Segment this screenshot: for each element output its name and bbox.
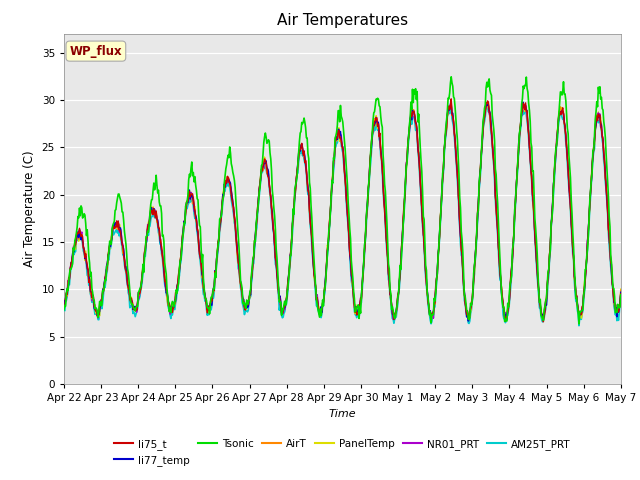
li75_t [540, 319, 547, 324]
Line: NR01_PRT: NR01_PRT [64, 101, 621, 321]
X-axis label: Time: Time [328, 408, 356, 419]
li75_t [617, 291, 625, 297]
Y-axis label: Air Temperature (C): Air Temperature (C) [23, 151, 36, 267]
li77_temp [410, 109, 418, 115]
AirT [214, 249, 221, 254]
NR01_PRT [410, 112, 418, 118]
Line: Tsonic: Tsonic [64, 77, 621, 324]
AM25T_PRT [410, 114, 418, 120]
li77_temp [184, 200, 192, 206]
Line: AirT: AirT [64, 103, 621, 321]
PanelTemp [447, 99, 455, 105]
AirT [520, 100, 527, 106]
AM25T_PRT [617, 294, 625, 300]
NR01_PRT [214, 251, 221, 257]
Tsonic [426, 309, 434, 315]
PanelTemp [426, 310, 434, 315]
AM25T_PRT [127, 303, 135, 309]
Tsonic [184, 193, 192, 199]
NR01_PRT [617, 291, 625, 297]
Line: li77_temp: li77_temp [64, 102, 621, 321]
li75_t [410, 108, 418, 114]
li77_temp [70, 249, 78, 255]
Legend: li75_t, li77_temp, Tsonic, AirT, PanelTemp, NR01_PRT, AM25T_PRT: li75_t, li77_temp, Tsonic, AirT, PanelTe… [109, 435, 575, 470]
PanelTemp [70, 246, 78, 252]
NR01_PRT [184, 199, 192, 204]
AirT [184, 198, 192, 204]
Line: li75_t: li75_t [64, 99, 621, 322]
li75_t [70, 246, 78, 252]
PanelTemp [214, 251, 221, 257]
li77_temp [60, 298, 68, 304]
li77_temp [214, 252, 221, 257]
NR01_PRT [465, 318, 473, 324]
Title: Air Temperatures: Air Temperatures [277, 13, 408, 28]
li75_t [447, 96, 455, 102]
Line: AM25T_PRT: AM25T_PRT [64, 105, 621, 326]
AM25T_PRT [575, 323, 583, 329]
Tsonic [127, 301, 135, 307]
AirT [60, 297, 68, 302]
PanelTemp [127, 294, 135, 300]
li75_t [127, 295, 135, 301]
Tsonic [447, 74, 455, 80]
li75_t [184, 198, 192, 204]
NR01_PRT [127, 296, 135, 302]
li75_t [214, 248, 221, 254]
Text: WP_flux: WP_flux [70, 45, 122, 58]
li75_t [426, 312, 434, 317]
Tsonic [60, 307, 68, 312]
PanelTemp [540, 317, 547, 323]
AM25T_PRT [483, 102, 491, 108]
NR01_PRT [426, 312, 434, 317]
AM25T_PRT [426, 317, 434, 323]
Tsonic [410, 87, 418, 93]
AirT [428, 318, 435, 324]
AM25T_PRT [214, 254, 221, 260]
NR01_PRT [447, 98, 455, 104]
li77_temp [465, 318, 472, 324]
NR01_PRT [60, 300, 68, 306]
li77_temp [617, 289, 625, 295]
AirT [426, 312, 434, 318]
PanelTemp [60, 299, 68, 304]
AM25T_PRT [184, 202, 192, 208]
AM25T_PRT [60, 307, 68, 312]
Line: PanelTemp: PanelTemp [64, 102, 621, 320]
AirT [617, 288, 625, 293]
PanelTemp [410, 107, 418, 113]
li75_t [60, 305, 68, 311]
PanelTemp [184, 200, 192, 205]
Tsonic [617, 292, 625, 298]
NR01_PRT [70, 243, 78, 249]
li77_temp [520, 99, 527, 105]
Tsonic [214, 248, 221, 254]
li77_temp [426, 308, 434, 313]
AirT [70, 244, 78, 250]
Tsonic [70, 248, 78, 254]
li77_temp [127, 298, 135, 303]
AM25T_PRT [70, 252, 78, 257]
Tsonic [575, 321, 583, 327]
PanelTemp [617, 286, 625, 292]
AirT [127, 300, 135, 305]
AirT [410, 108, 418, 114]
